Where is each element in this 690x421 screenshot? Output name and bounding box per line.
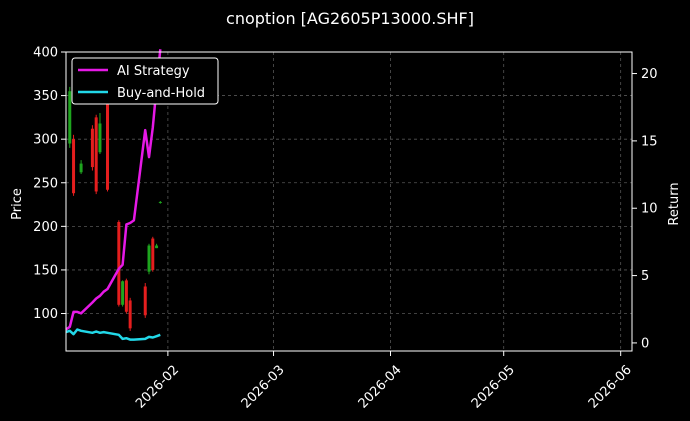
y-axis-left-label: Price: [10, 188, 25, 220]
candle-down: [128, 297, 132, 331]
series-line-buy-and-hold: [65, 328, 161, 341]
candle-body: [94, 117, 98, 192]
y-left-tick-label: 400: [33, 46, 58, 61]
candle-body: [72, 139, 76, 194]
candle-body: [68, 91, 72, 144]
candle-up: [98, 113, 102, 154]
candle-up: [121, 280, 125, 307]
candle-body: [98, 123, 102, 153]
y-left-tick-label: 250: [33, 176, 58, 191]
candle-body: [106, 86, 110, 190]
y-axis-right: 0 5 10 15 20: [632, 67, 658, 351]
candle-body: [117, 221, 121, 305]
candle-down: [124, 278, 128, 314]
candle-body: [121, 281, 125, 305]
y-left-tick-label: 100: [33, 307, 58, 322]
candle-down: [117, 220, 121, 307]
series-lines: [65, 49, 162, 341]
y-right-tick-label: 5: [641, 269, 649, 284]
candle-down: [94, 114, 98, 195]
y-left-tick-label: 150: [33, 263, 58, 278]
plot-frame: [65, 51, 633, 352]
chart-title: cnoption [AG2605P13000.SHF]: [226, 9, 474, 28]
y-right-tick-label: 15: [641, 134, 658, 149]
candle-up: [79, 160, 83, 175]
y-right-tick-label: 20: [641, 67, 658, 82]
candle-up: [155, 243, 159, 249]
y-right-tick-label: 10: [641, 202, 658, 217]
candle-body: [151, 238, 155, 270]
candle-body: [128, 300, 132, 329]
y-axis-right-label: Return: [667, 182, 682, 225]
candle-down: [143, 283, 147, 318]
y-right-tick-label: 0: [641, 336, 649, 351]
candle-body: [155, 245, 159, 249]
candle-down: [151, 236, 155, 272]
series-line-ai-strategy: [65, 49, 162, 331]
legend-box: [71, 57, 219, 105]
legend-label-buy-and-hold: Buy-and-Hold: [117, 86, 205, 101]
candle-up: [158, 201, 162, 204]
y-left-tick-label: 350: [33, 89, 58, 104]
y-left-tick-label: 300: [33, 133, 58, 148]
candle-body: [158, 201, 162, 203]
candle-body: [124, 280, 128, 312]
y-axis-left: 100 150 200 250 300 350 400: [33, 46, 66, 322]
y-left-tick-label: 200: [33, 220, 58, 235]
candle-down: [90, 125, 94, 171]
candle-down: [72, 134, 76, 196]
legend-label-ai-strategy: AI Strategy: [117, 64, 190, 79]
candle-body: [79, 163, 83, 173]
legend: AI Strategy Buy-and-Hold: [71, 57, 219, 105]
candle-body: [143, 286, 147, 316]
candle-body: [147, 245, 151, 272]
candle-up: [147, 243, 151, 275]
candle-body: [90, 128, 94, 168]
candle-up: [68, 86, 72, 148]
candlesticks: [68, 82, 162, 331]
